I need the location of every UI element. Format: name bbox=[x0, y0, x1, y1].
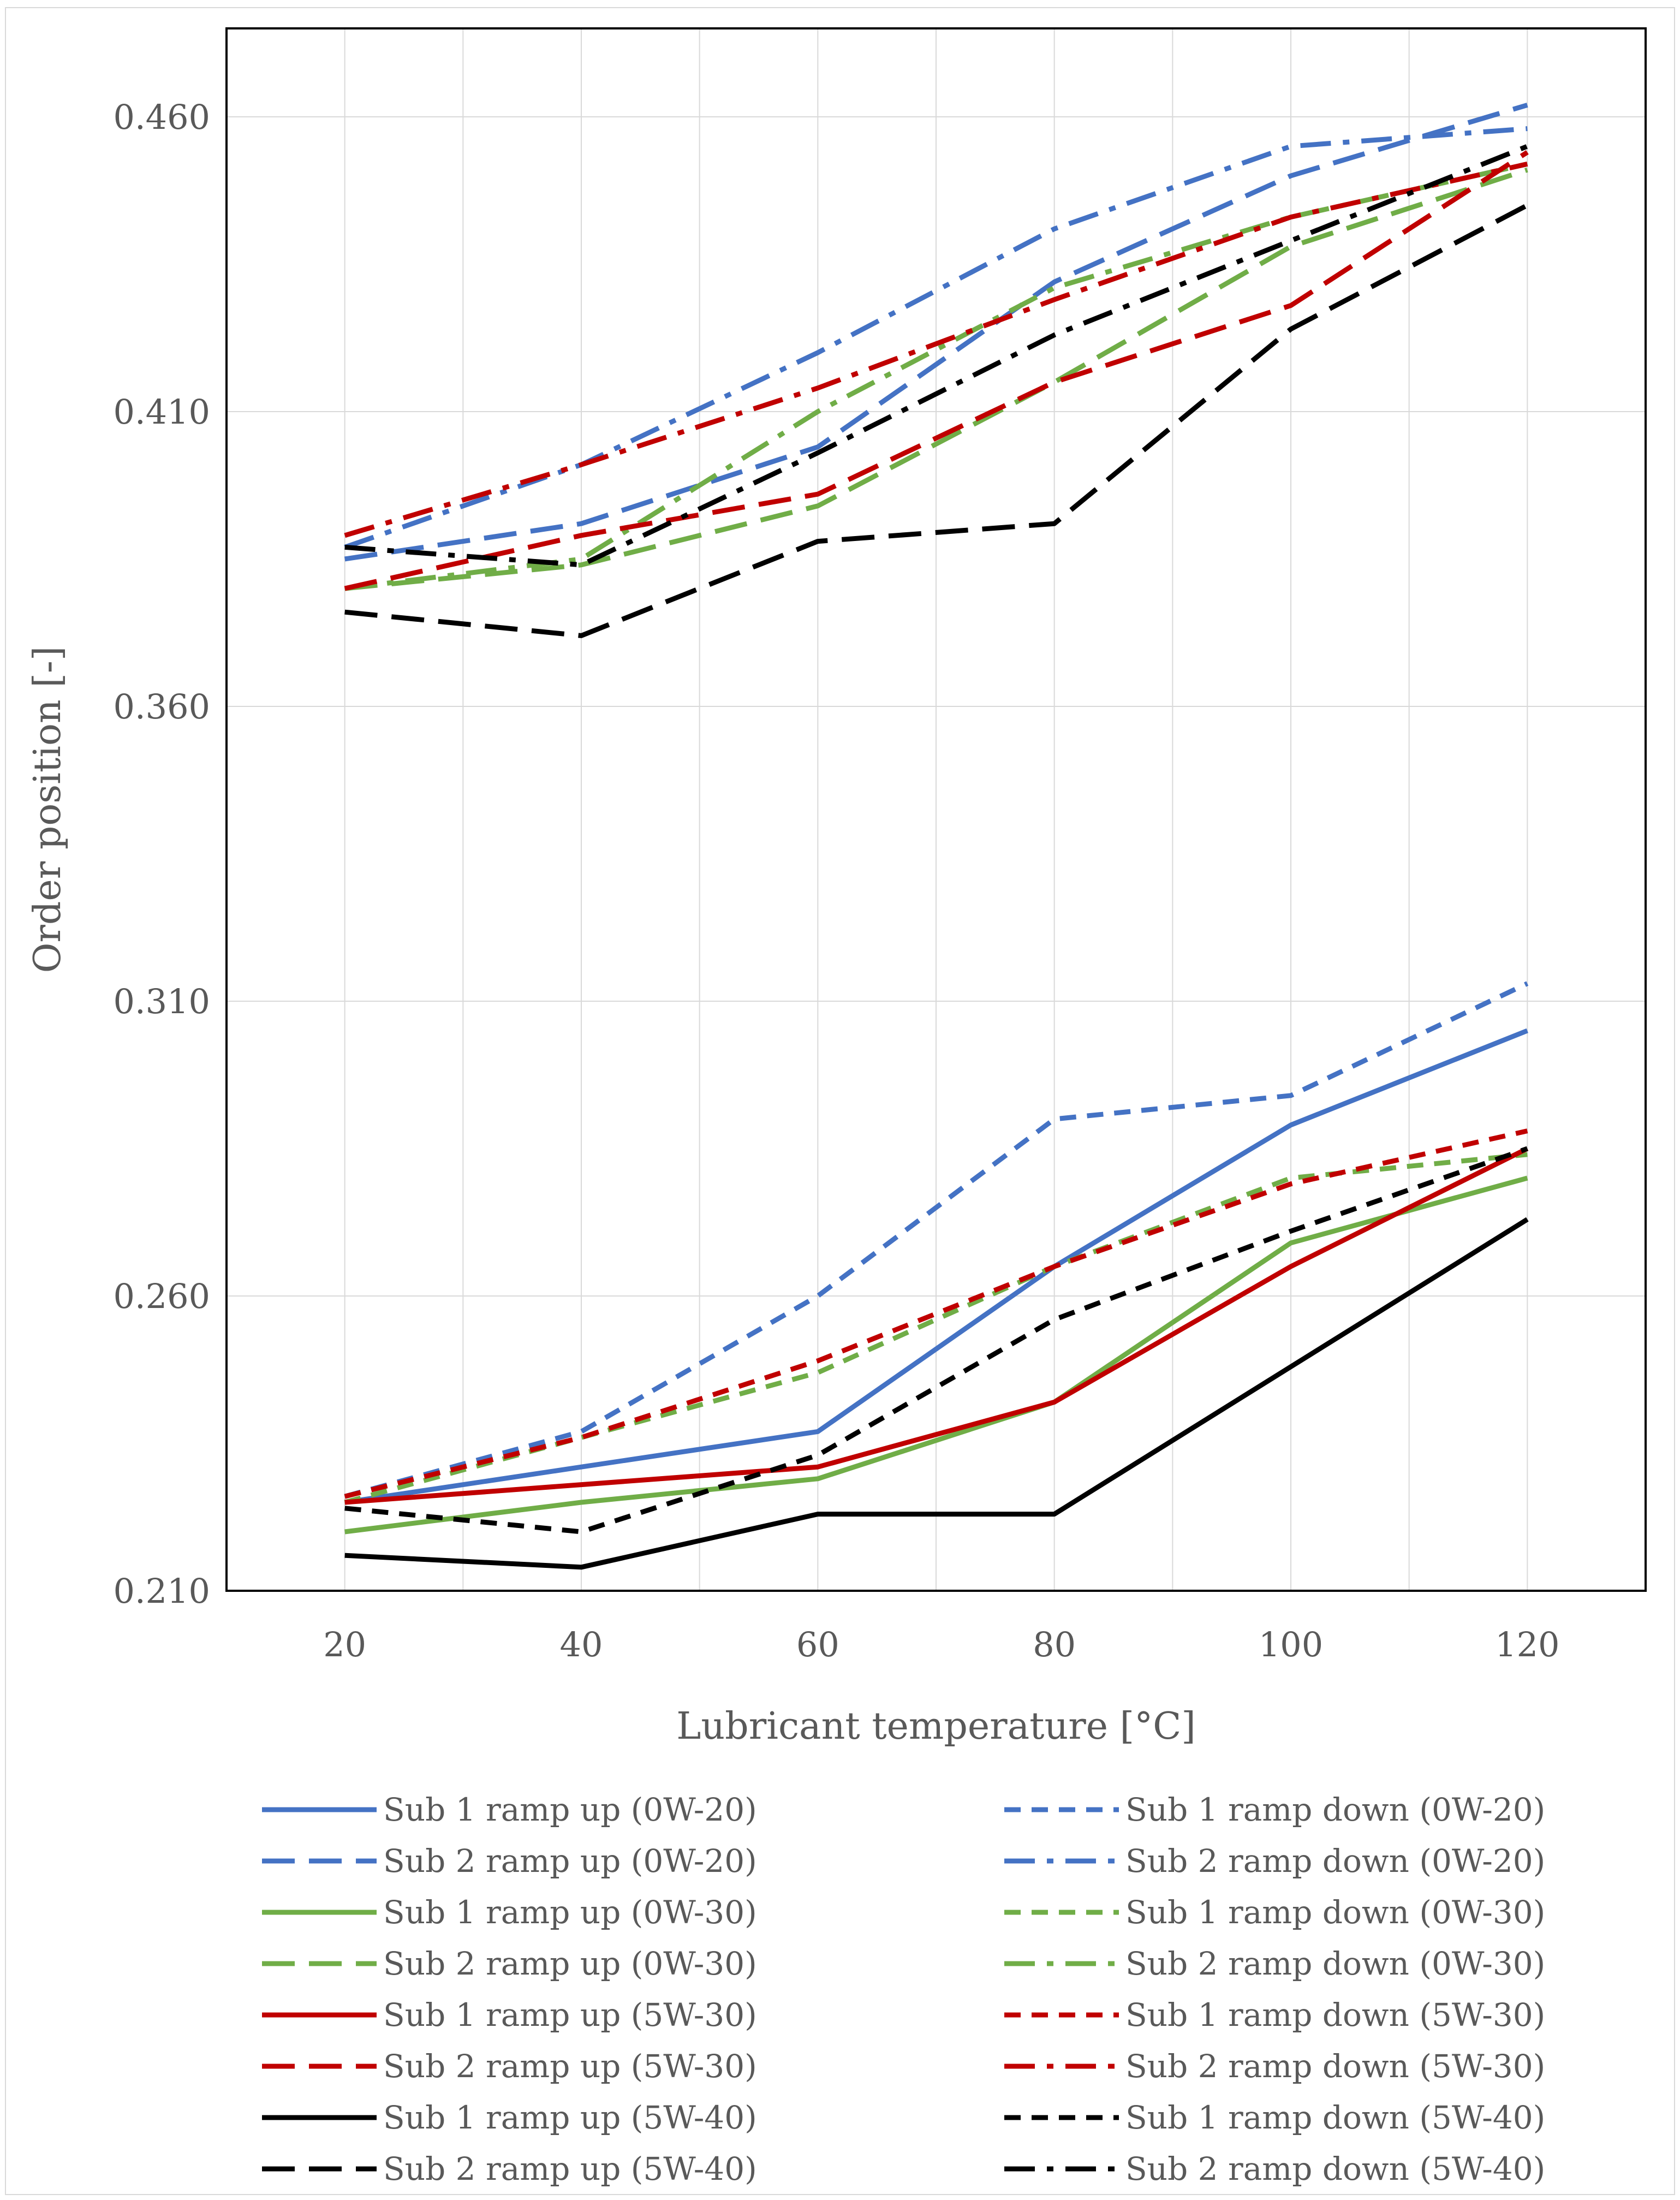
y-tick-label: 0.360 bbox=[114, 687, 211, 727]
legend-label: Sub 1 ramp up (0W-30) bbox=[383, 1894, 757, 1931]
outer-frame bbox=[5, 7, 1675, 2195]
x-tick-label: 100 bbox=[1259, 1625, 1323, 1664]
series-line bbox=[344, 1146, 1529, 1505]
x-tick-label: 80 bbox=[1033, 1625, 1076, 1664]
y-tick-label: 0.260 bbox=[114, 1276, 211, 1316]
y-tick-label: 0.460 bbox=[114, 97, 211, 137]
tick-layer: 0.210 0.260 0.310 0.360 0.410 0.460 20 40 60 80 10… bbox=[114, 97, 1560, 1664]
legend: Sub 1 ramp up (0W-20) Sub 1 ramp down (0W… bbox=[262, 1791, 1545, 2187]
y-tick-label: 0.310 bbox=[114, 982, 211, 1021]
plot-area-border bbox=[225, 27, 1647, 1592]
legend-label: Sub 1 ramp up (5W-40) bbox=[383, 2099, 757, 2136]
series-line bbox=[344, 103, 1528, 562]
series-line bbox=[344, 1146, 1528, 1535]
series-line bbox=[344, 1128, 1528, 1499]
legend-label: Sub 1 ramp down (5W-40) bbox=[1125, 2099, 1545, 2136]
legend-label: Sub 2 ramp up (5W-40) bbox=[383, 2150, 757, 2187]
series-line bbox=[344, 1217, 1529, 1570]
x-tick-label: 40 bbox=[560, 1625, 603, 1664]
series-line bbox=[344, 981, 1529, 1499]
series-line bbox=[344, 150, 1529, 591]
y-axis-label: Order position [-] bbox=[26, 646, 69, 973]
x-axis-label: Lubricant temperature [°C] bbox=[676, 1705, 1196, 1748]
legend-label: Sub 1 ramp down (5W-30) bbox=[1125, 1996, 1545, 2033]
series-line bbox=[344, 162, 1528, 538]
y-tick-label: 0.410 bbox=[114, 392, 211, 432]
legend-label: Sub 2 ramp up (0W-30) bbox=[383, 1945, 757, 1982]
legend-label: Sub 1 ramp up (0W-20) bbox=[383, 1791, 757, 1828]
legend-label: Sub 1 ramp down (0W-30) bbox=[1125, 1894, 1545, 1931]
series-line bbox=[344, 1175, 1528, 1535]
legend-label: Sub 2 ramp up (0W-20) bbox=[383, 1842, 757, 1880]
series-line bbox=[344, 1028, 1528, 1505]
series-line bbox=[344, 203, 1529, 638]
y-tick-label: 0.210 bbox=[114, 1571, 211, 1611]
legend-label: Sub 1 ramp up (5W-30) bbox=[383, 1996, 757, 2033]
series-line bbox=[344, 167, 1528, 591]
x-tick-label: 120 bbox=[1495, 1625, 1559, 1664]
legend-label: Sub 2 ramp down (0W-30) bbox=[1125, 1945, 1545, 1982]
x-tick-label: 20 bbox=[323, 1625, 366, 1664]
x-tick-label: 60 bbox=[796, 1625, 839, 1664]
legend-label: Sub 2 ramp down (5W-40) bbox=[1125, 2150, 1545, 2187]
legend-label: Sub 2 ramp up (5W-30) bbox=[383, 2048, 757, 2085]
series-layer bbox=[344, 103, 1529, 1570]
legend-label: Sub 2 ramp down (0W-20) bbox=[1125, 1842, 1545, 1880]
legend-label: Sub 1 ramp down (0W-20) bbox=[1125, 1791, 1545, 1828]
legend-label: Sub 2 ramp down (5W-30) bbox=[1125, 2048, 1545, 2085]
series-line bbox=[344, 144, 1528, 568]
